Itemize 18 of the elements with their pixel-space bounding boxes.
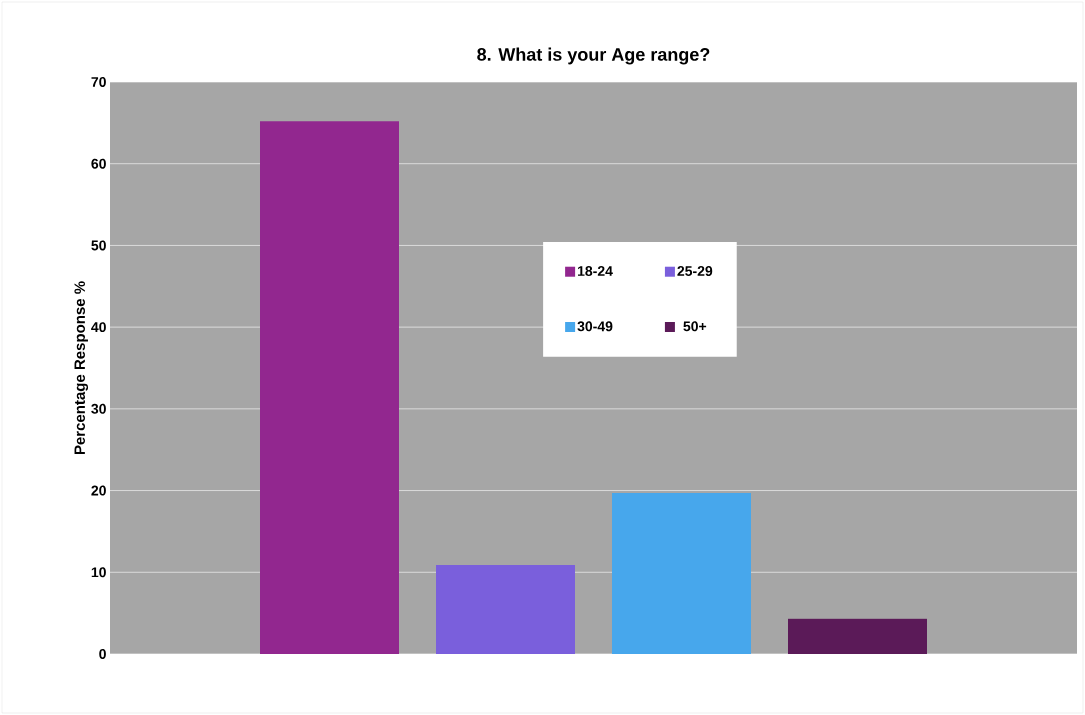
y-tick-label: 0	[99, 649, 106, 659]
y-tick-label: 50	[91, 240, 106, 251]
legend-label: 50+	[683, 321, 707, 332]
legend-label: 30-49	[577, 321, 613, 332]
y-tick-label: 40	[91, 322, 106, 333]
y-tick-label: 70	[91, 77, 106, 87]
y-tick-label: 60	[91, 158, 106, 169]
bar	[612, 493, 751, 654]
legend-label: 25-29	[677, 266, 713, 276]
chart-title: 8. What is your Age range?	[477, 47, 710, 65]
bar	[260, 121, 399, 654]
y-axis-title: Percentage Response %	[74, 281, 89, 455]
y-tick-label: 30	[91, 403, 106, 414]
bar	[436, 564, 575, 654]
bar	[788, 618, 927, 654]
y-tick-label: 10	[91, 567, 106, 578]
legend-label: 18-24	[577, 266, 613, 276]
y-tick-label: 20	[91, 485, 106, 496]
